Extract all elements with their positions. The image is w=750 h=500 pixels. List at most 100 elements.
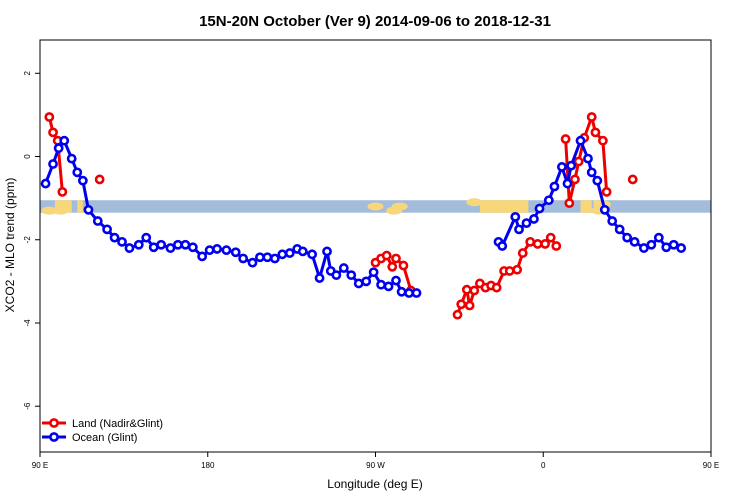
data-point (529, 214, 539, 224)
land-patch (77, 200, 83, 213)
data-point (540, 239, 551, 249)
data-point (545, 232, 556, 243)
land-patch (52, 206, 69, 215)
data-point (307, 249, 318, 260)
data-point (566, 160, 577, 171)
land-patch (41, 206, 58, 215)
chart-title: 15N-20N October (Ver 9) 2014-09-06 to 20… (199, 13, 551, 30)
data-point (592, 175, 603, 186)
data-point (514, 224, 524, 235)
data-point (187, 242, 198, 253)
data-point (53, 143, 64, 154)
data-point (646, 239, 657, 250)
data-point (601, 186, 612, 197)
series-land (44, 111, 638, 320)
legend-marker (49, 418, 59, 428)
data-point (72, 167, 83, 178)
data-point (549, 181, 560, 192)
data-point (607, 216, 618, 226)
legend-label: Land (Nadir&Glint) (72, 418, 163, 430)
x-tick-label: 90 E (32, 461, 48, 470)
data-point (560, 134, 571, 144)
data-point (668, 239, 679, 250)
data-point (197, 251, 208, 262)
data-point (586, 112, 597, 122)
data-point (247, 257, 258, 268)
land-ocean-band (40, 198, 711, 215)
data-point (461, 284, 472, 295)
land-patch (479, 200, 529, 213)
data-point (676, 243, 687, 253)
data-point (521, 218, 532, 229)
data-point (517, 248, 528, 258)
data-point (497, 241, 508, 251)
data-point (141, 232, 152, 243)
data-point (543, 195, 554, 206)
data-point (534, 203, 545, 214)
data-point (221, 245, 232, 256)
data-point (381, 250, 392, 261)
land-patch (391, 202, 408, 211)
legend: Land (Nadir&Glint) Ocean (Glint) (42, 418, 163, 444)
data-point (383, 281, 394, 292)
legend-marker (49, 432, 59, 442)
data-point (124, 243, 135, 253)
data-point (322, 246, 332, 257)
data-point (361, 276, 372, 287)
data-point (331, 270, 342, 281)
data-point (452, 309, 463, 320)
data-point (532, 239, 543, 249)
data-point (391, 275, 401, 286)
data-point (599, 204, 610, 215)
data-point (469, 285, 480, 296)
data-point (269, 253, 280, 264)
data-point (597, 135, 608, 146)
data-point (622, 232, 633, 243)
data-point (575, 135, 586, 146)
x-tick-label: 180 (201, 461, 215, 470)
data-point (102, 224, 112, 235)
data-point (148, 242, 159, 253)
x-axis-label: Longitude (deg E) (327, 477, 422, 491)
y-tick-label: 2 (23, 71, 32, 76)
data-point (411, 288, 422, 298)
data-point (573, 156, 584, 167)
x-tick-label: 90 W (366, 461, 385, 470)
data-point (504, 266, 515, 276)
legend-label: Ocean (Glint) (72, 432, 137, 444)
data-point (255, 252, 265, 263)
data-point (277, 249, 288, 260)
data-point (48, 127, 58, 138)
series-layer (40, 111, 687, 320)
data-point (92, 216, 103, 226)
data-point (314, 273, 325, 283)
data-point (284, 248, 295, 258)
data-point (353, 278, 364, 289)
land-patch (466, 198, 483, 207)
data-point (396, 286, 407, 297)
x-tick-label: 0 (541, 461, 546, 470)
data-point (551, 241, 562, 251)
data-point (66, 153, 77, 164)
data-point (173, 239, 183, 250)
data-point (297, 246, 308, 257)
y-tick-label: -2 (23, 236, 32, 244)
data-point (77, 175, 88, 186)
y-tick-label: -6 (23, 402, 32, 410)
data-point (83, 204, 94, 215)
land-patch (367, 202, 384, 211)
data-point (212, 244, 222, 254)
data-point (376, 279, 386, 290)
data-point (456, 299, 467, 310)
data-point (238, 253, 249, 264)
data-point (562, 178, 573, 189)
data-point (180, 239, 191, 250)
data-point (586, 167, 597, 178)
y-tick-label: 0 (23, 154, 32, 159)
data-point (338, 263, 349, 273)
data-point (133, 239, 144, 250)
data-point (590, 127, 601, 138)
y-tick-label: -4 (23, 319, 32, 327)
data-point (464, 300, 475, 311)
